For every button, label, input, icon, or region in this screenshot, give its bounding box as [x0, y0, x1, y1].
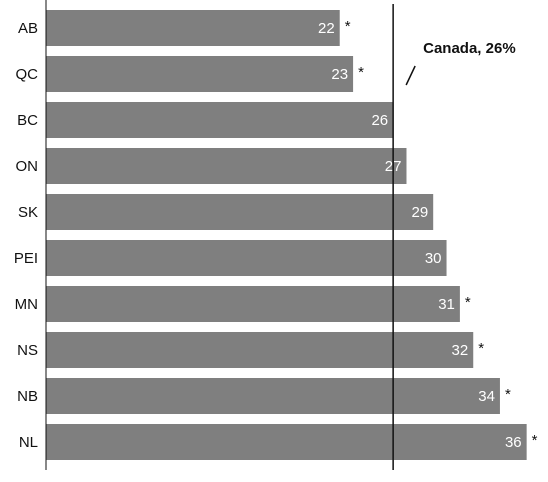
bar	[46, 148, 407, 184]
category-label: NS	[17, 342, 38, 359]
bar	[46, 10, 340, 46]
data-label: 34	[478, 388, 495, 405]
bar	[46, 332, 474, 368]
canada-reference-pointer	[405, 65, 416, 86]
significance-marker: *	[345, 18, 351, 35]
data-label: 22	[318, 20, 335, 37]
data-label: 31	[438, 296, 455, 313]
bar	[46, 240, 447, 276]
data-label: 26	[371, 112, 388, 129]
data-label: 32	[452, 342, 469, 359]
significance-marker: *	[505, 386, 511, 403]
data-label: 29	[412, 204, 429, 221]
bar	[46, 102, 394, 138]
bar	[46, 424, 527, 460]
category-label: QC	[16, 66, 39, 83]
significance-marker: *	[478, 340, 484, 357]
category-label: NL	[19, 434, 38, 451]
category-label: BC	[17, 112, 38, 129]
significance-marker: *	[465, 294, 471, 311]
bar	[46, 56, 354, 92]
category-label: ON	[16, 158, 39, 175]
bar	[46, 194, 434, 230]
category-label: MN	[15, 296, 38, 313]
significance-marker: *	[532, 432, 538, 449]
bar	[46, 378, 500, 414]
category-label: SK	[18, 204, 38, 221]
category-label: NB	[17, 388, 38, 405]
data-label: 30	[425, 250, 442, 267]
category-label: PEI	[14, 250, 38, 267]
canada-reference-label: Canada, 26%	[423, 40, 516, 57]
category-label: AB	[18, 20, 38, 37]
data-label: 36	[505, 434, 522, 451]
bar	[46, 286, 460, 322]
data-label: 23	[331, 66, 348, 83]
significance-marker: *	[358, 64, 364, 81]
